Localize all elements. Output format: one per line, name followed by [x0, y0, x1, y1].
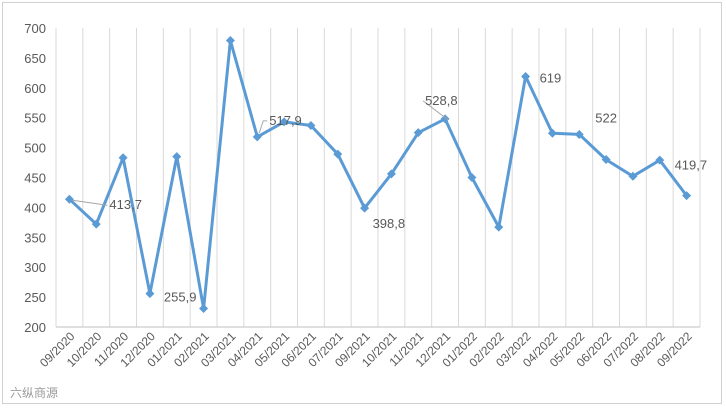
data-point-marker: [628, 171, 638, 181]
data-point-marker: [91, 219, 101, 229]
data-label: 419,7: [675, 158, 708, 173]
y-tick-label: 300: [24, 260, 46, 275]
data-point-marker: [118, 153, 128, 163]
y-tick-label: 450: [24, 171, 46, 186]
data-point-marker: [145, 289, 155, 299]
data-point-marker: [440, 114, 450, 124]
data-point-marker: [574, 129, 584, 139]
data-point-marker: [172, 152, 182, 162]
watermark: 六纵商源: [10, 386, 59, 400]
y-tick-label: 250: [24, 290, 46, 305]
data-point-marker: [547, 128, 557, 138]
data-label: 255,9: [164, 290, 197, 305]
data-point-marker: [494, 222, 504, 232]
data-point-marker: [225, 36, 235, 46]
data-point-marker: [64, 194, 74, 204]
data-label: 413,7: [109, 197, 142, 212]
grid-layer: [55, 28, 701, 327]
data-point-marker: [252, 132, 262, 142]
y-tick-label: 600: [24, 81, 46, 96]
data-point-marker: [467, 173, 477, 182]
data-label: 398,8: [373, 216, 406, 231]
data-point-marker: [601, 155, 611, 165]
label-layer: 413,7 255,9 517,9 398,8 528,8 619 522 419,7: [72, 70, 708, 305]
y-tick-label: 500: [24, 141, 46, 156]
data-label: 517,9: [269, 113, 302, 128]
y-tick-label: 650: [24, 51, 46, 66]
data-point-marker: [682, 191, 692, 201]
data-point-marker: [360, 203, 370, 213]
y-tick-label: 400: [24, 200, 46, 215]
data-label: 619: [540, 70, 562, 85]
y-tick-label: 700: [24, 21, 46, 36]
data-point-marker: [413, 128, 423, 138]
data-point-marker: [306, 120, 316, 130]
data-label: 528,8: [425, 93, 458, 108]
axis-layer: 20025030035040045050055060065070009/2020…: [24, 21, 700, 370]
data-point-marker: [199, 303, 209, 313]
y-tick-label: 200: [24, 320, 46, 335]
data-point-marker: [333, 149, 343, 159]
data-label-leader: [422, 100, 449, 121]
series-layer: [64, 36, 692, 313]
data-point-marker: [655, 155, 665, 165]
data-label: 522: [595, 110, 617, 125]
series-line: [68, 39, 688, 310]
y-tick-label: 550: [24, 111, 46, 126]
data-label-leader: [258, 120, 268, 134]
data-point-marker: [279, 117, 289, 127]
y-tick-label: 350: [24, 230, 46, 245]
data-point-marker: [386, 169, 396, 179]
data-label-leader: [72, 199, 108, 206]
data-point-marker: [521, 71, 531, 81]
